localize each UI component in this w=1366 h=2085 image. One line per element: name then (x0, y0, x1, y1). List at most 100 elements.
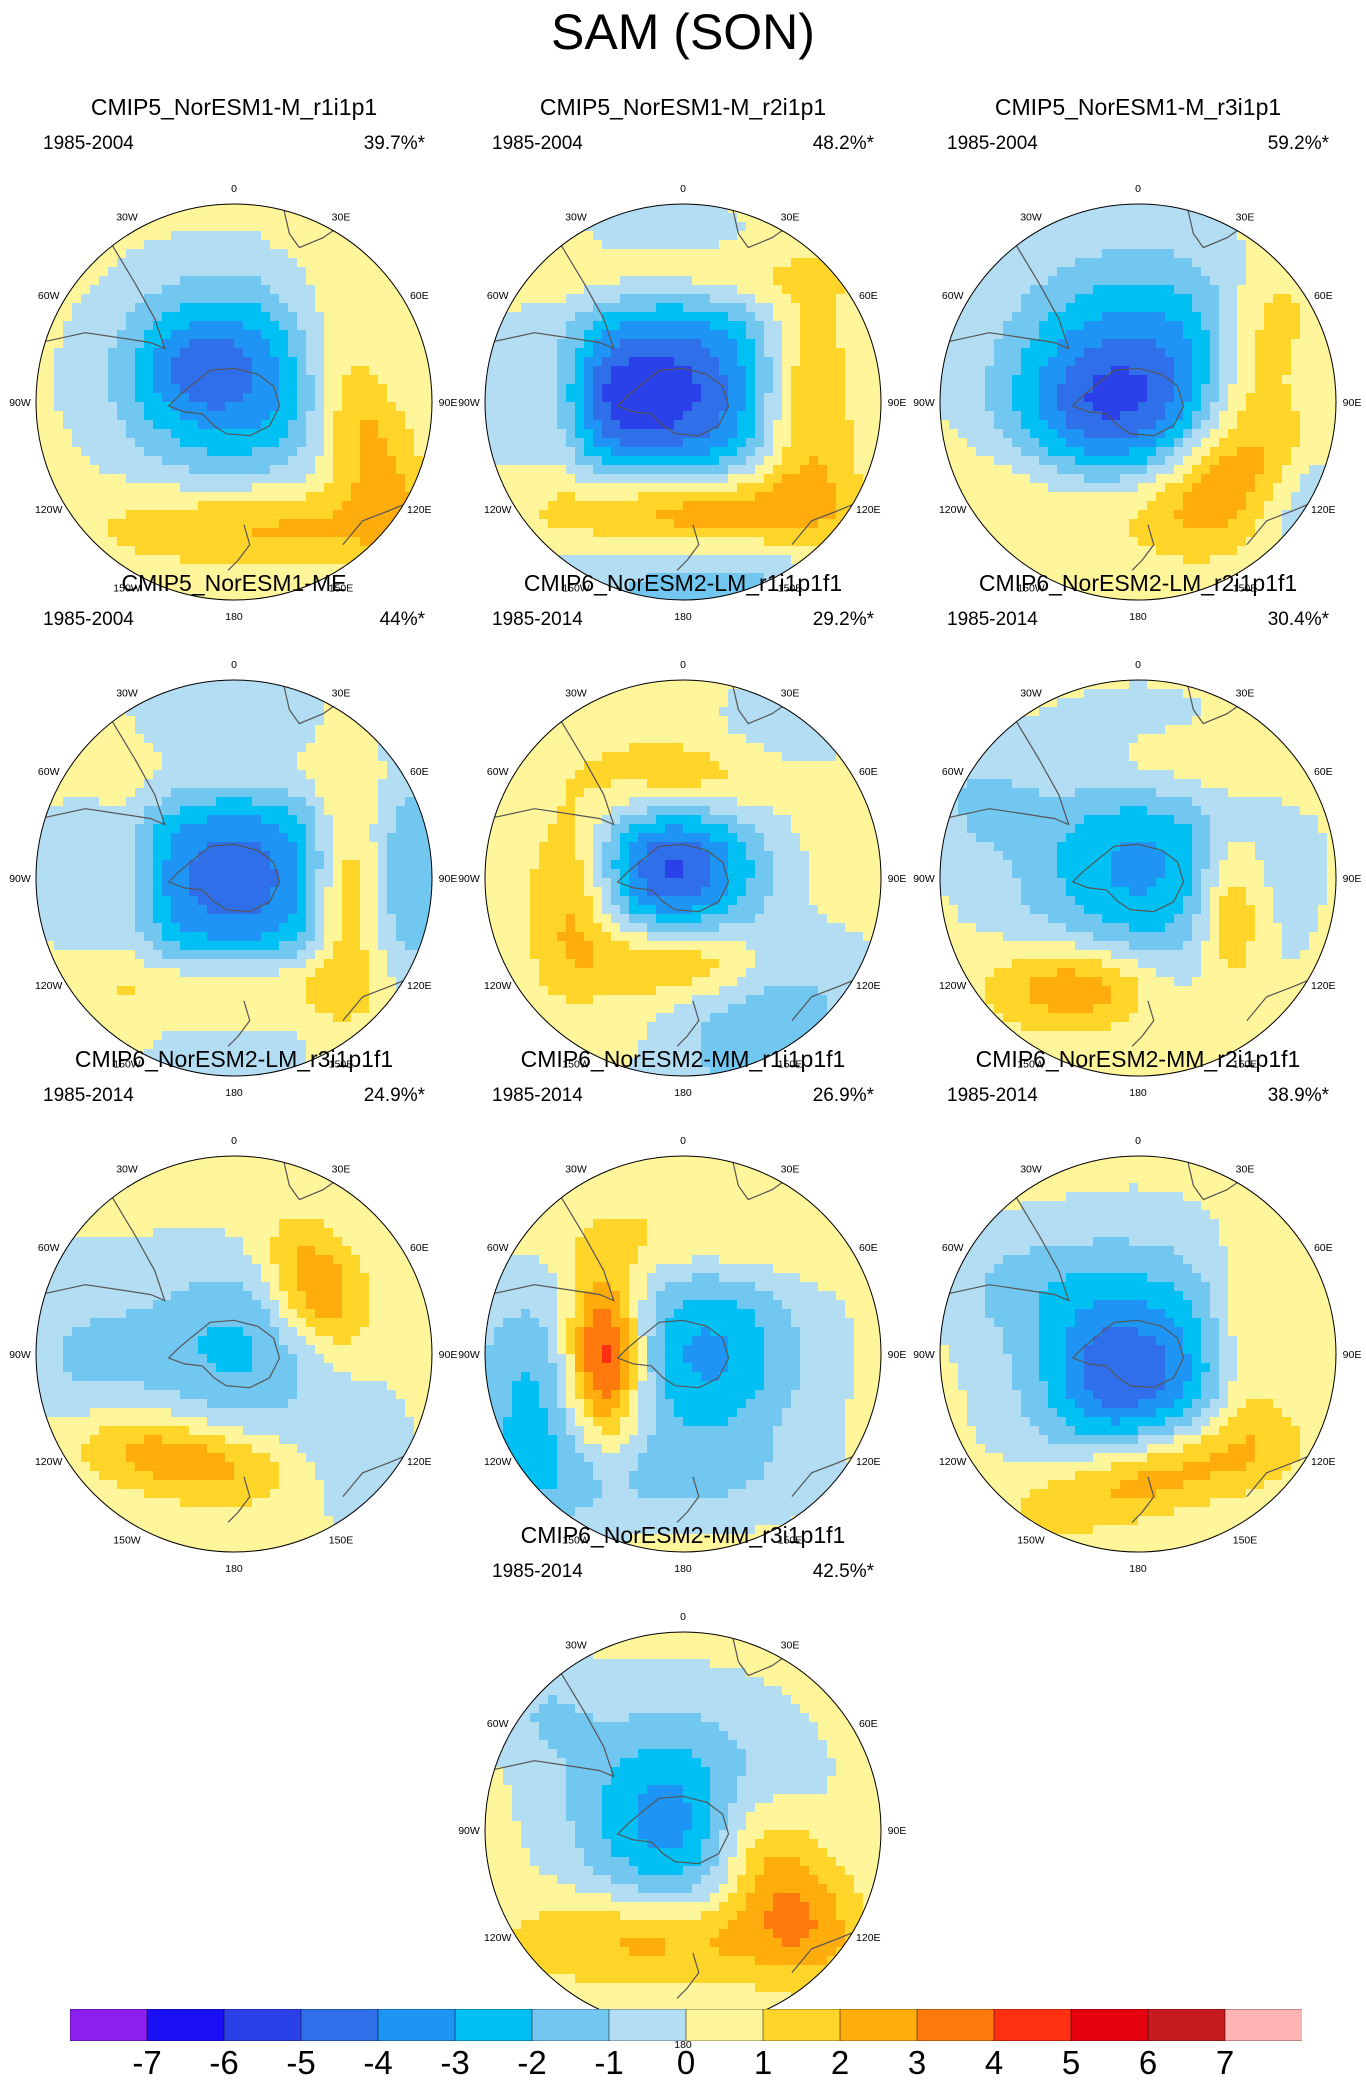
longitude-label: 120E (407, 1456, 432, 1468)
map-panel: CMIP6_NorESM2-LM_r1i1p1f1 1985-2014 29.2… (456, 568, 910, 1038)
longitude-label: 30W (565, 688, 587, 700)
longitude-label: 60W (38, 1242, 60, 1254)
longitude-label: 120E (1311, 980, 1336, 992)
colorbar-swatch (609, 2009, 687, 2041)
longitude-label: 120E (407, 980, 432, 992)
colorbar-swatch (686, 2009, 764, 2041)
contour-field (36, 680, 433, 1077)
longitude-label: 60W (942, 1242, 964, 1254)
colorbar-swatch (994, 2009, 1072, 2041)
longitude-label: 0 (1135, 659, 1141, 671)
longitude-label: 120E (856, 980, 881, 992)
map-panel: CMIP5_NorESM1-M_r3i1p1 1985-2004 59.2%* … (911, 92, 1365, 562)
longitude-label: 30E (1236, 688, 1255, 700)
longitude-label: 120W (939, 504, 967, 516)
longitude-label: 90W (458, 873, 480, 885)
longitude-label: 120E (1311, 504, 1336, 516)
longitude-label: 30W (116, 1164, 138, 1176)
colorbar-swatch (1148, 2009, 1226, 2041)
contour-field (940, 1156, 1337, 1553)
longitude-label: 60W (487, 290, 509, 302)
longitude-label: 60W (942, 290, 964, 302)
colorbar-swatch (763, 2009, 841, 2041)
longitude-label: 90E (888, 397, 907, 409)
longitude-label: 150E (1233, 1534, 1258, 1546)
longitude-label: 90E (439, 1349, 458, 1361)
longitude-label: 120W (484, 1932, 512, 1944)
contour-field (485, 680, 882, 1077)
longitude-label: 120E (407, 504, 432, 516)
colorbar-tick-label: 5 (1062, 2045, 1080, 2081)
longitude-label: 60E (1314, 766, 1333, 778)
longitude-label: 30W (1020, 212, 1042, 224)
colorbar-tick-label: -4 (363, 2045, 392, 2081)
longitude-label: 60E (410, 290, 429, 302)
colorbar-swatch (840, 2009, 918, 2041)
longitude-label: 150E (329, 1534, 354, 1546)
longitude-label: 30W (1020, 1164, 1042, 1176)
colorbar-tick-label: 1 (754, 2045, 772, 2081)
longitude-label: 30E (781, 1164, 800, 1176)
longitude-label: 120E (856, 1932, 881, 1944)
longitude-label: 30E (332, 212, 351, 224)
colorbar-swatch (378, 2009, 456, 2041)
longitude-label: 120E (856, 1456, 881, 1468)
contour-field (36, 1156, 433, 1553)
longitude-label: 30E (1236, 212, 1255, 224)
longitude-label: 60E (859, 1242, 878, 1254)
longitude-label: 0 (680, 183, 686, 195)
map-panel: CMIP6_NorESM2-MM_r3i1p1f1 1985-2014 42.5… (456, 1520, 910, 1990)
colorbar-tick-label: 6 (1139, 2045, 1157, 2081)
map-panel: CMIP6_NorESM2-MM_r2i1p1f1 1985-2014 38.9… (911, 1044, 1365, 1514)
longitude-label: 120W (939, 1456, 967, 1468)
longitude-label: 90W (913, 873, 935, 885)
longitude-label: 0 (231, 1135, 237, 1147)
contour-field (485, 204, 882, 601)
contour-field (940, 204, 1337, 601)
longitude-label: 120E (856, 504, 881, 516)
longitude-label: 120W (484, 1456, 512, 1468)
longitude-label: 60W (487, 766, 509, 778)
colorbar-swatch (1225, 2009, 1302, 2041)
longitude-label: 30W (565, 1164, 587, 1176)
colorbar-swatch (301, 2009, 379, 2041)
colorbar-tick-label: -5 (286, 2045, 315, 2081)
map-panel: CMIP6_NorESM2-LM_r2i1p1f1 1985-2014 30.4… (911, 568, 1365, 1038)
longitude-label: 180 (1129, 1563, 1147, 1575)
colorbar-tick-label: 0 (677, 2045, 695, 2081)
longitude-label: 120E (1311, 1456, 1336, 1468)
longitude-label: 90W (458, 397, 480, 409)
longitude-label: 90E (439, 397, 458, 409)
longitude-label: 60E (1314, 290, 1333, 302)
map-panel: CMIP6_NorESM2-LM_r3i1p1f1 1985-2014 24.9… (7, 1044, 461, 1514)
longitude-label: 0 (680, 1135, 686, 1147)
map-panel: CMIP5_NorESM1-M_r2i1p1 1985-2004 48.2%* … (456, 92, 910, 562)
longitude-label: 90W (9, 1349, 31, 1361)
colorbar-swatch (70, 2009, 148, 2041)
longitude-label: 30E (332, 1164, 351, 1176)
colorbar-tick-label: -1 (594, 2045, 623, 2081)
longitude-label: 150W (113, 1534, 141, 1546)
longitude-label: 90E (439, 873, 458, 885)
longitude-label: 30W (116, 212, 138, 224)
longitude-label: 90E (1343, 873, 1362, 885)
longitude-label: 0 (680, 1611, 686, 1623)
longitude-label: 90E (888, 1825, 907, 1837)
longitude-label: 30E (781, 212, 800, 224)
longitude-label: 30E (781, 688, 800, 700)
figure-title: SAM (SON) (0, 2, 1366, 62)
longitude-label: 60E (410, 766, 429, 778)
longitude-label: 90W (9, 873, 31, 885)
contour-field (485, 1156, 882, 1553)
longitude-label: 120W (484, 980, 512, 992)
longitude-label: 90W (913, 397, 935, 409)
colorbar-tick-label: -3 (440, 2045, 469, 2081)
